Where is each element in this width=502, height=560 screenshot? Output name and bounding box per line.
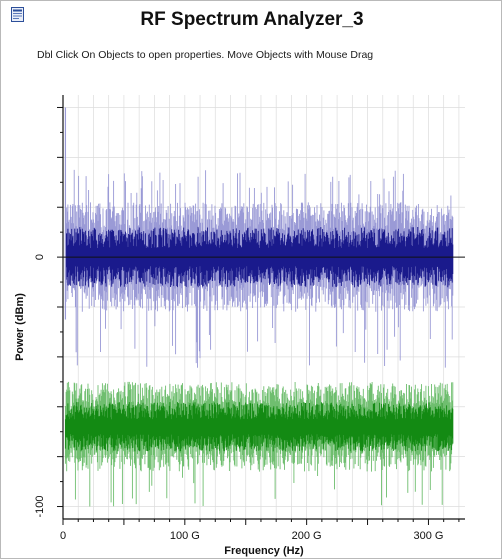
hint-text: Dbl Click On Objects to open properties.… [37,49,374,61]
x-tick-label: 100 G [170,530,200,542]
x-tick-label: 0 [60,530,66,542]
plot-series [64,107,454,507]
series-1-trace [64,402,454,452]
plot-axes: 0 100 G 200 G 300 G 0 -100 Frequency (Hz) Power… [14,95,465,557]
document-icon[interactable] [11,7,24,22]
x-axis-label: Frequency (Hz) [224,545,304,557]
y-tick-label: 0 [34,254,46,260]
x-tick-label: 300 G [413,530,443,542]
y-axis-label: Power (dBm) [14,293,26,361]
y-tick-label: -100 [34,496,46,518]
window-title: RF Spectrum Analyzer_3 [140,9,364,30]
x-tick-label: 200 G [292,530,322,542]
